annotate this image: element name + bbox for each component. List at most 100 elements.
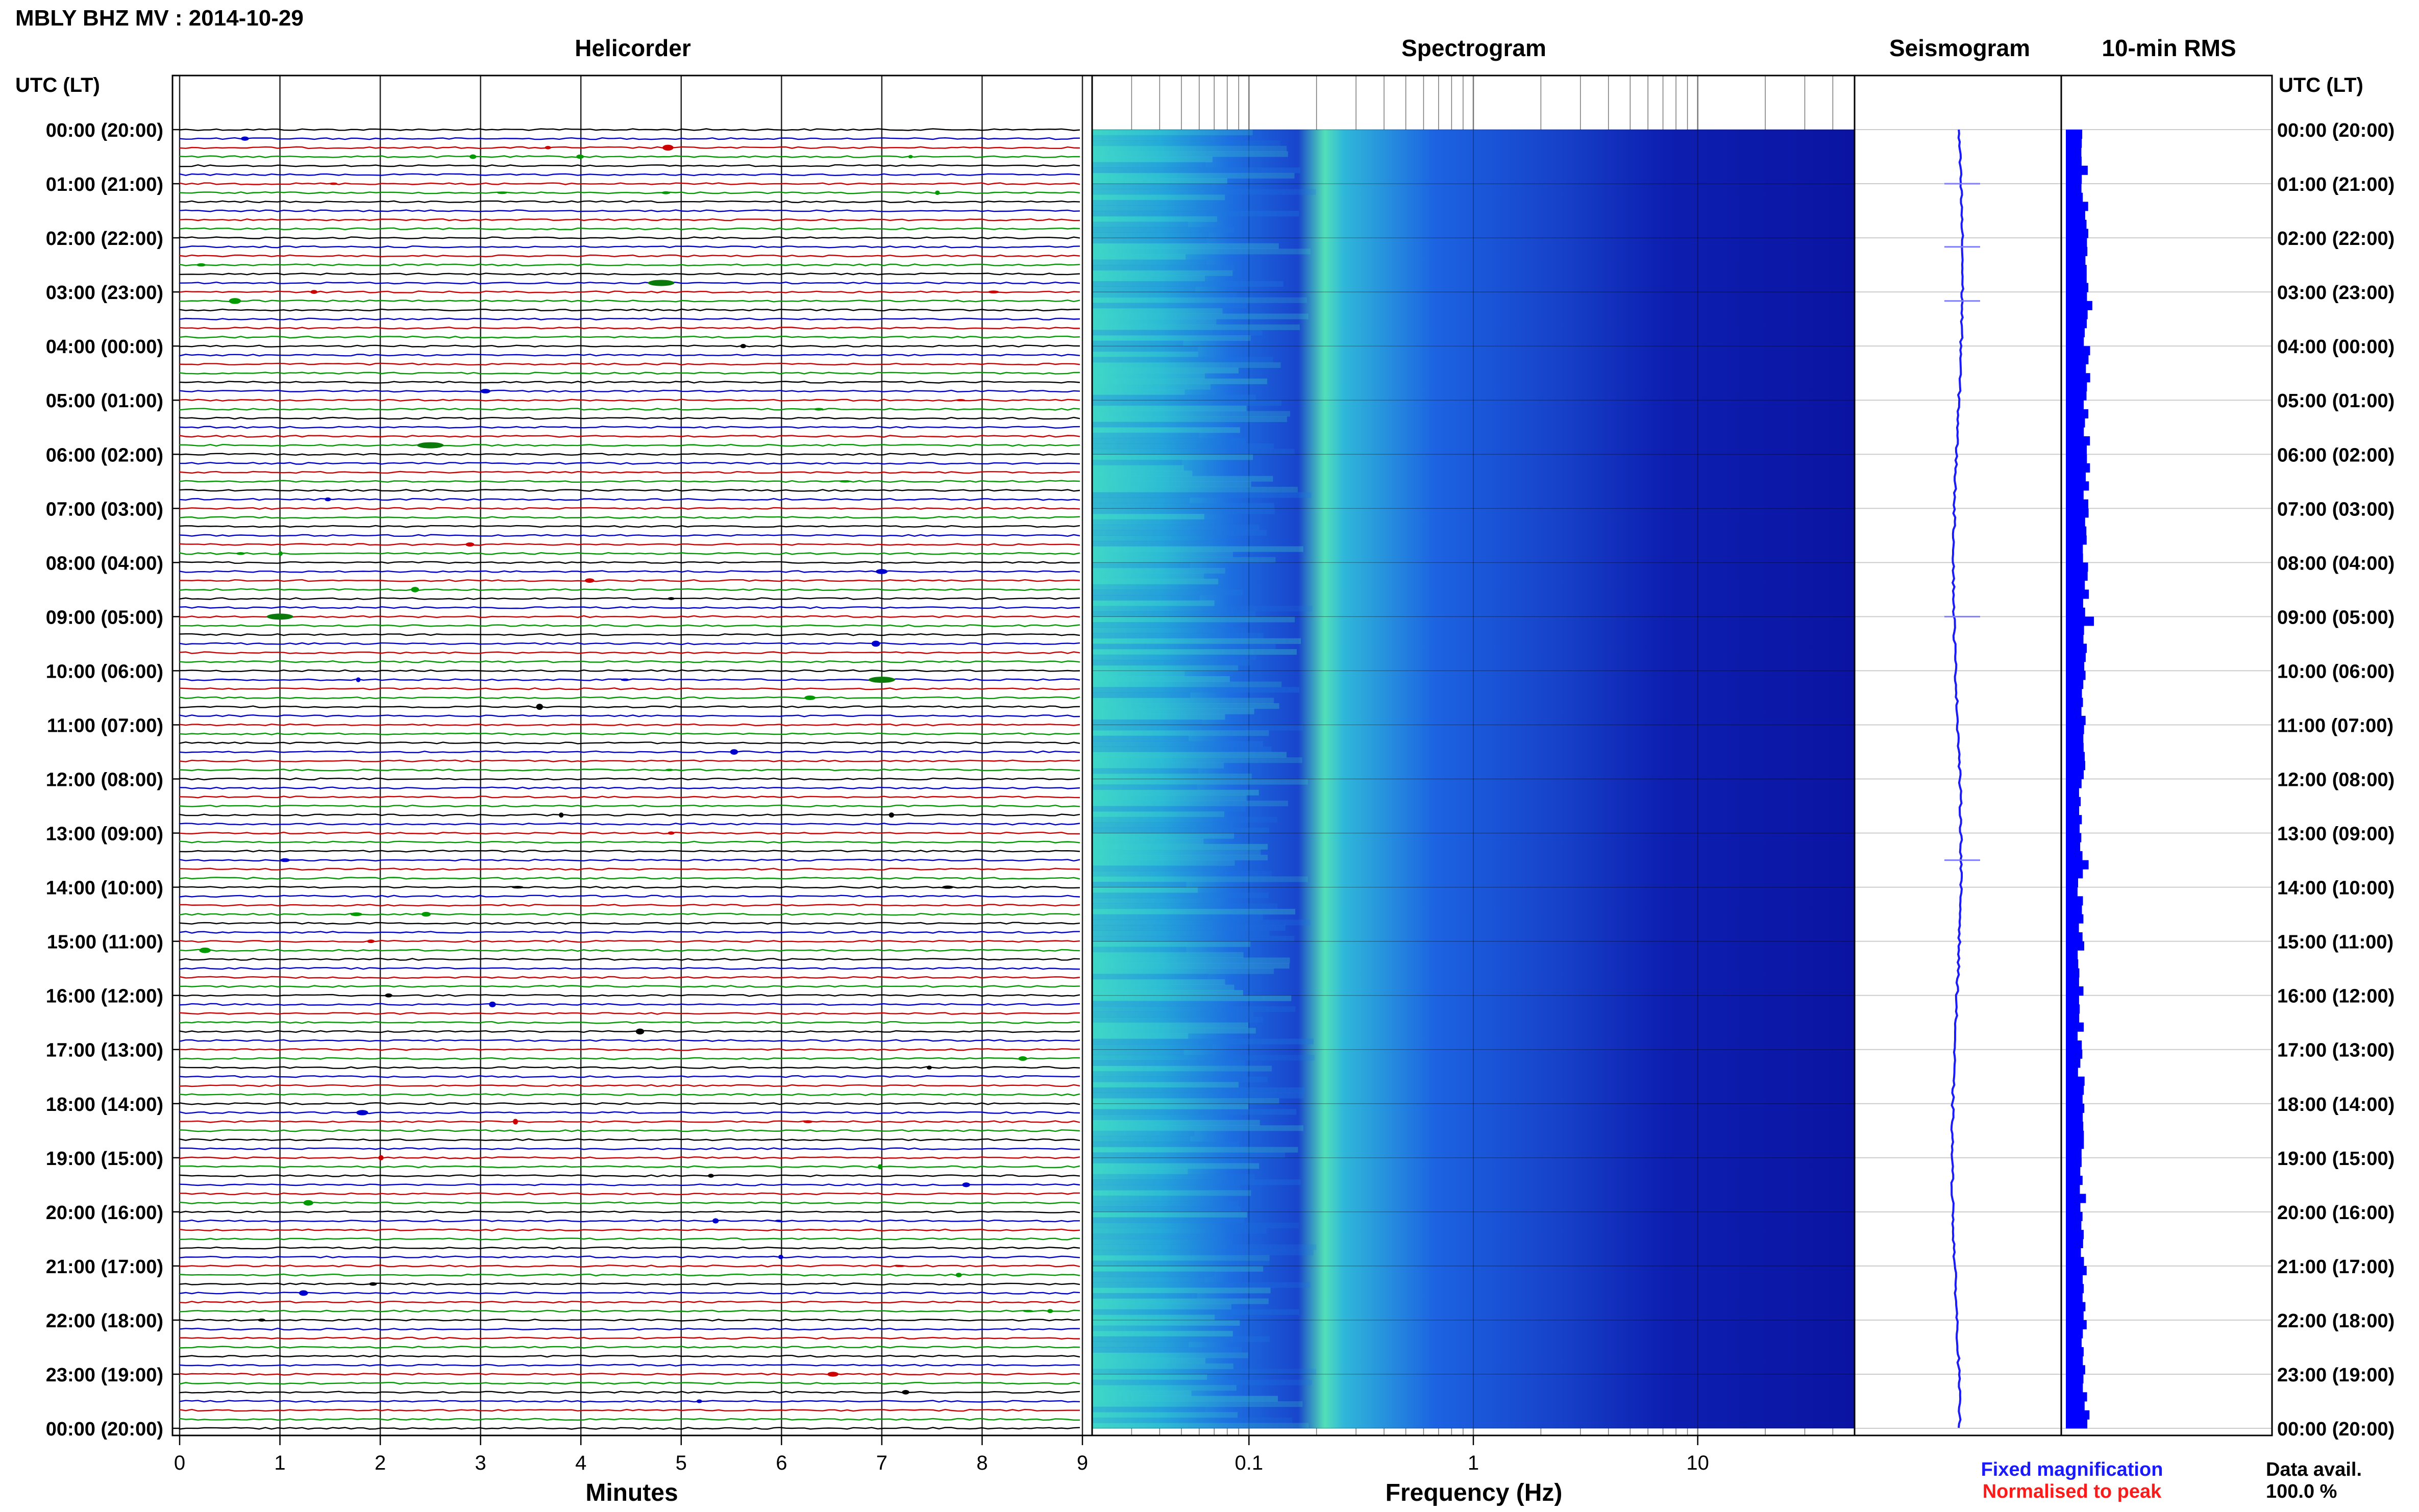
time-label-right: 14:00 (10:00) [2277,878,2395,899]
rms-bar [2066,1401,2085,1411]
spectrogram-streak [1092,757,1302,763]
data-availability-label: Data avail. [2266,1459,2362,1480]
helicorder-trace [179,1237,1080,1241]
rms-bar [2066,301,2092,310]
spectrogram-streak [1092,1423,1309,1429]
time-label-left: 01:00 (21:00) [46,174,163,195]
helicorder-trace [179,769,1080,772]
time-label-right: 19:00 (15:00) [2277,1148,2395,1170]
spectrogram-streak [1092,552,1233,558]
spectrogram-streak [1092,1417,1293,1423]
helicorder-trace [179,1003,1080,1006]
helicorder-event [266,613,293,620]
rms-bar [2066,959,2079,969]
rms-bar [2066,1004,2080,1014]
helicorder-blip [665,769,674,772]
rms-bar [2066,941,2084,951]
helicorder-trace [179,308,1080,312]
helicorder-x-tick-label: 1 [274,1452,285,1474]
helicorder-trace [179,895,1080,898]
helicorder-trace [179,362,1080,366]
rms-bar [2066,553,2083,563]
spectrogram-streak [1092,1211,1247,1218]
helicorder-blip [465,542,475,547]
helicorder-trace [179,994,1080,997]
spectrogram-streak [1092,589,1243,596]
helicorder-trace [179,236,1080,239]
rms-bar [2066,1167,2081,1176]
helicorder-trace [179,1265,1080,1268]
spectrogram-streak [1092,595,1200,601]
spectrogram-streak [1092,313,1309,319]
spectrogram-streak [1092,800,1288,806]
helicorder-trace [179,408,1080,411]
spectrogram-streak [1092,963,1290,969]
helicorder-trace [179,1219,1080,1223]
time-label-left: 04:00 (00:00) [46,336,163,358]
rms-bar [2066,373,2090,383]
spectrogram-header: Spectrogram [1401,35,1546,61]
spectrogram-streak [1092,730,1269,736]
helicorder-blip [511,886,524,889]
rms-bar [2066,1365,2085,1375]
spectrogram-streak [1092,611,1256,617]
helicorder-trace [179,470,1080,474]
helicorder-trace [179,182,1080,185]
spectrogram-streak [1092,692,1191,698]
spectrogram-streak [1092,1304,1231,1310]
rms-bar [2066,1329,2083,1339]
helicorder-trace [179,1427,1080,1430]
rms-bar [2066,1076,2085,1086]
helicorder-trace [179,1147,1080,1150]
rms-bar [2066,292,2087,302]
helicorder-blip [1023,1309,1033,1312]
helicorder-trace [179,443,1080,447]
helicorder-blip [708,1174,714,1178]
rms-bar [2066,1410,2090,1420]
rms-bar [2066,1275,2083,1284]
time-label-right: 10:00 (06:00) [2277,661,2395,682]
spectrogram-streak [1092,508,1275,514]
spectrogram-streak [1092,205,1227,211]
helicorder-trace [179,1246,1080,1250]
spectrogram-streak [1092,189,1316,195]
spectrogram-streak [1092,1379,1312,1385]
rms-bar [2066,643,2087,653]
helicorder-trace [179,1273,1080,1277]
spectrogram-streak [1092,920,1311,926]
time-label-left: 10:00 (06:00) [46,661,163,682]
seismogram-trace [1950,129,1964,1428]
spectrogram-streak [1092,303,1247,309]
helicorder-trace [179,1381,1080,1385]
spectrogram-streak [1092,1011,1253,1018]
rms-bar [2066,147,2082,157]
spectrogram-streak [1092,308,1223,314]
spectrogram-streak [1092,292,1237,298]
time-labels-left: 00:00 (20:00) 01:00 (21:00) 02:00 (22:00) 0… [46,120,180,1440]
spectrogram-streak [1092,1103,1249,1109]
spectrogram-streak [1092,784,1197,790]
rms-bar [2066,950,2078,960]
rms-bar [2066,770,2084,779]
rms-bar [2066,572,2088,581]
time-label-left: 21:00 (17:00) [46,1256,163,1278]
rms-bar [2066,436,2090,445]
helicorder-blip [411,587,419,592]
time-label-right: 11:00 (07:00) [2277,715,2393,736]
spectrogram-streak [1092,1065,1272,1072]
spectrogram-streak [1092,259,1207,265]
spectrogram-streak [1092,1201,1239,1207]
helicorder-trace [179,1391,1080,1394]
time-label-right: 15:00 (11:00) [2277,932,2393,953]
helicorder-trace [179,678,1080,681]
spectrogram-streak [1092,844,1268,850]
helicorder-blip [935,190,940,195]
spectrogram-streak [1092,887,1198,893]
spectrogram-streak [1092,1412,1238,1418]
helicorder-blip [988,290,999,293]
spectrogram-streak [1092,1087,1305,1093]
time-label-right: 16:00 (12:00) [2277,986,2395,1007]
helicorder-trace [179,498,1080,501]
rms-bar [2066,1176,2083,1185]
helicorder-trace [179,146,1080,150]
